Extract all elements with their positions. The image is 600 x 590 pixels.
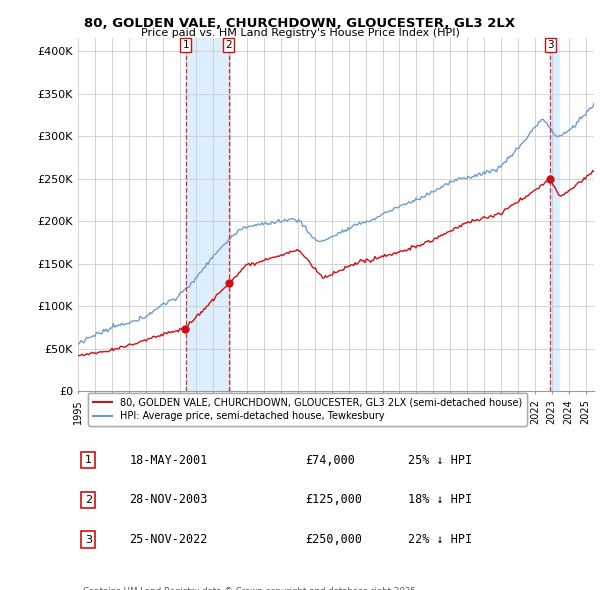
- Text: Contains HM Land Registry data © Crown copyright and database right 2025.
This d: Contains HM Land Registry data © Crown c…: [83, 587, 419, 590]
- Text: 25-NOV-2022: 25-NOV-2022: [130, 533, 208, 546]
- Text: 3: 3: [85, 535, 92, 545]
- Text: £125,000: £125,000: [305, 493, 362, 506]
- Text: 1: 1: [182, 40, 189, 50]
- Text: 22% ↓ HPI: 22% ↓ HPI: [408, 533, 472, 546]
- Text: 3: 3: [547, 40, 553, 50]
- Bar: [186, 38, 229, 391]
- Text: 18% ↓ HPI: 18% ↓ HPI: [408, 493, 472, 506]
- Text: 2: 2: [226, 40, 232, 50]
- Text: £74,000: £74,000: [305, 454, 355, 467]
- Text: 25% ↓ HPI: 25% ↓ HPI: [408, 454, 472, 467]
- Text: 80, GOLDEN VALE, CHURCHDOWN, GLOUCESTER, GL3 2LX: 80, GOLDEN VALE, CHURCHDOWN, GLOUCESTER,…: [85, 17, 515, 30]
- Text: £250,000: £250,000: [305, 533, 362, 546]
- Text: 18-MAY-2001: 18-MAY-2001: [130, 454, 208, 467]
- Text: Price paid vs. HM Land Registry's House Price Index (HPI): Price paid vs. HM Land Registry's House …: [140, 28, 460, 38]
- Text: 1: 1: [85, 455, 92, 465]
- Bar: [550, 38, 559, 391]
- Text: 2: 2: [85, 495, 92, 505]
- Legend: 80, GOLDEN VALE, CHURCHDOWN, GLOUCESTER, GL3 2LX (semi-detached house), HPI: Ave: 80, GOLDEN VALE, CHURCHDOWN, GLOUCESTER,…: [88, 392, 527, 426]
- Text: 28-NOV-2003: 28-NOV-2003: [130, 493, 208, 506]
